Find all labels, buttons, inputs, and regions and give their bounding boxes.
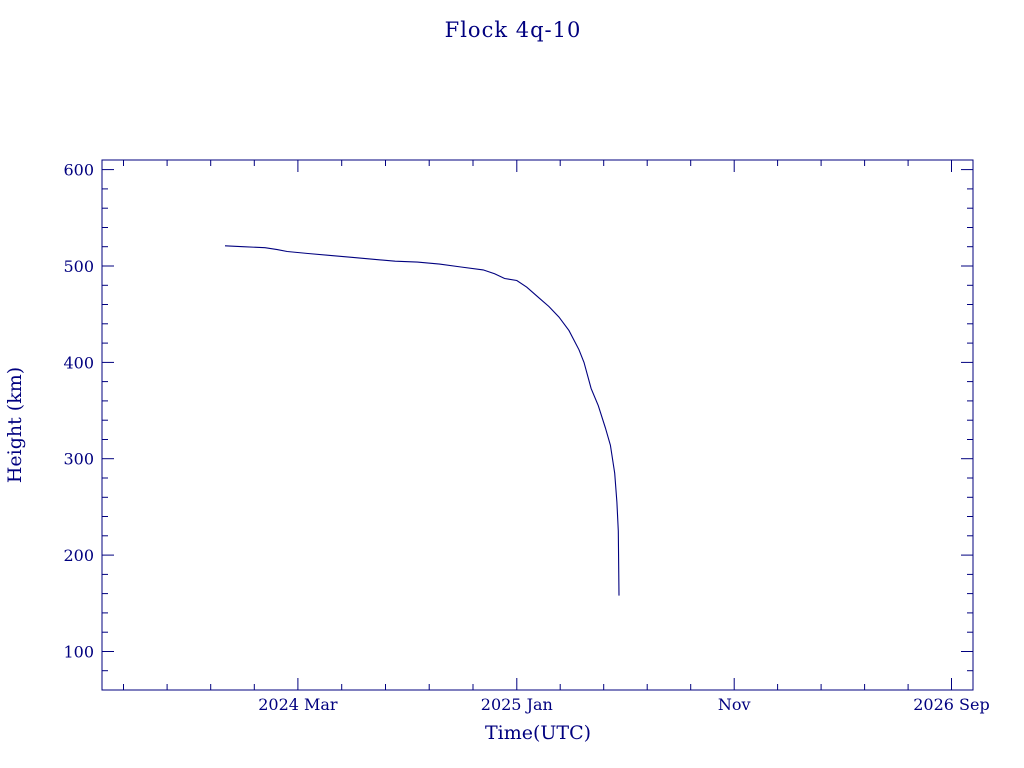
- x-tick-label: 2026 Sep: [913, 695, 989, 714]
- height-series-line: [224, 245, 620, 596]
- y-axis-title: Height (km): [4, 367, 26, 483]
- x-tick-label: Nov: [718, 695, 751, 714]
- y-tick-label: 100: [63, 642, 94, 661]
- y-tick-label: 300: [63, 450, 94, 469]
- plot-frame: [101, 159, 974, 691]
- x-axis-title: Time(UTC): [485, 722, 591, 744]
- x-tick-label: 2024 Mar: [258, 695, 338, 714]
- chart-title: Flock 4q-10: [445, 18, 582, 42]
- y-tick-label: 600: [63, 161, 94, 180]
- y-tick-label: 400: [63, 353, 94, 372]
- x-tick-label: 2025 Jan: [481, 695, 553, 714]
- x-axis: 2024 Mar 2025 Jan Nov 2026 Sep: [123, 160, 990, 714]
- y-tick-label: 500: [63, 257, 94, 276]
- y-axis: 100 200 300 400 500 600: [63, 161, 973, 672]
- y-tick-label: 200: [63, 546, 94, 565]
